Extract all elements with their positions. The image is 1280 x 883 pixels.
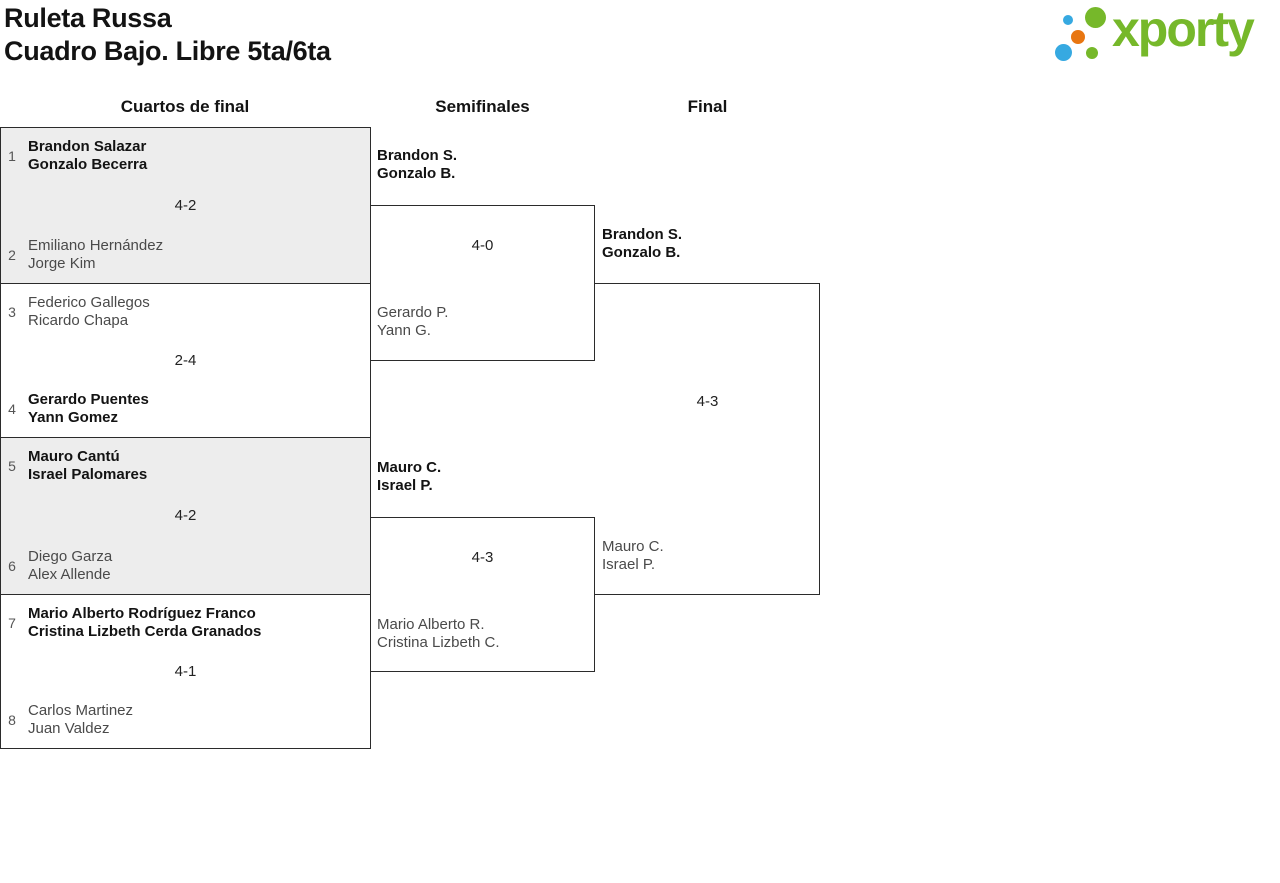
player-name: Alex Allende bbox=[28, 566, 111, 583]
logo-dot-green-large-icon bbox=[1085, 7, 1106, 28]
sf-match-2[interactable] bbox=[370, 517, 595, 672]
player-name: Gonzalo Becerra bbox=[28, 156, 148, 173]
seed-number: 1 bbox=[8, 148, 16, 164]
player-name: Cristina Lizbeth Cerda Granados bbox=[28, 623, 262, 640]
player-name: Mauro C. bbox=[602, 538, 664, 555]
player-name: Brandon Salazar bbox=[28, 138, 147, 155]
qf1-team-bottom: 2 Emiliano Hernández Jorge Kim bbox=[1, 237, 362, 273]
qf-match-1[interactable]: 1 Brandon Salazar Gonzalo Becerra 4-2 2 … bbox=[0, 127, 371, 284]
player-name: Emiliano Hernández bbox=[28, 237, 164, 254]
team-names: Brandon Salazar Gonzalo Becerra bbox=[28, 138, 147, 174]
sf1-match-score: 4-0 bbox=[471, 237, 494, 254]
qf-match-2[interactable]: 3 Federico Gallegos Ricardo Chapa 2-4 4 … bbox=[0, 283, 371, 438]
column-header-semifinals: Semifinales bbox=[435, 97, 530, 116]
match-score: 2-4 bbox=[174, 351, 197, 369]
qf3-team-bottom: 6 Diego Garza Alex Allende bbox=[1, 548, 362, 584]
column-header-quarterfinals: Cuartos de final bbox=[120, 97, 250, 116]
player-name: Gerardo P. bbox=[377, 304, 449, 321]
sf2-match-score: 4-3 bbox=[471, 549, 494, 566]
player-name: Israel Palomares bbox=[28, 466, 148, 483]
sf2-team-top-label: Mauro C. Israel P. bbox=[377, 459, 441, 495]
team-names: Mario Alberto Rodríguez Franco Cristina … bbox=[28, 605, 261, 641]
team-names: Gerardo Puentes Yann Gomez bbox=[28, 391, 149, 427]
sf1-team-bottom-label: Gerardo P. Yann G. bbox=[377, 304, 448, 340]
player-name: Ricardo Chapa bbox=[28, 312, 129, 329]
qf1-team-top: 1 Brandon Salazar Gonzalo Becerra bbox=[1, 138, 362, 174]
title-line-2: Cuadro Bajo. Libre 5ta/6ta bbox=[4, 36, 331, 66]
match-score: 4-2 bbox=[174, 196, 197, 214]
player-name: Yann Gomez bbox=[28, 409, 119, 426]
player-name: Mario Alberto R. bbox=[377, 616, 485, 633]
seed-number: 6 bbox=[8, 558, 16, 574]
qf3-team-top: 5 Mauro Cantú Israel Palomares bbox=[1, 448, 362, 484]
player-name: Federico Gallegos bbox=[28, 294, 150, 311]
qf-match-3[interactable]: 5 Mauro Cantú Israel Palomares 4-2 6 Die… bbox=[0, 437, 371, 595]
column-header-final: Final bbox=[687, 97, 728, 116]
qf2-team-bottom: 4 Gerardo Puentes Yann Gomez bbox=[1, 391, 362, 427]
team-names: Emiliano Hernández Jorge Kim bbox=[28, 237, 163, 273]
team-names: Diego Garza Alex Allende bbox=[28, 548, 112, 584]
logo-dot-blue-small-icon bbox=[1063, 15, 1073, 25]
player-name: Gonzalo B. bbox=[377, 165, 456, 182]
match-score: 4-2 bbox=[174, 507, 197, 524]
player-name: Diego Garza bbox=[28, 548, 113, 565]
player-name: Jorge Kim bbox=[28, 255, 96, 272]
team-names: Carlos Martinez Juan Valdez bbox=[28, 702, 133, 738]
team-names: Federico Gallegos Ricardo Chapa bbox=[28, 294, 150, 330]
qf2-team-top: 3 Federico Gallegos Ricardo Chapa bbox=[1, 294, 362, 330]
xporty-logo[interactable]: xporty bbox=[1050, 0, 1280, 72]
qf4-team-bottom: 8 Carlos Martinez Juan Valdez bbox=[1, 702, 362, 738]
final-match-score: 4-3 bbox=[696, 393, 719, 410]
match-score: 4-1 bbox=[174, 662, 197, 680]
player-name: Gerardo Puentes bbox=[28, 391, 149, 408]
player-name: Carlos Martinez bbox=[28, 702, 134, 719]
player-name: Israel P. bbox=[377, 477, 433, 494]
title-line-1: Ruleta Russa bbox=[4, 3, 172, 33]
logo-dot-orange-icon bbox=[1071, 30, 1085, 44]
page-title: Ruleta Russa Cuadro Bajo. Libre 5ta/6ta bbox=[4, 2, 331, 68]
player-name: Cristina Lizbeth C. bbox=[377, 634, 500, 651]
final-match[interactable] bbox=[595, 283, 820, 595]
seed-number: 3 bbox=[8, 304, 16, 320]
seed-number: 4 bbox=[8, 401, 16, 417]
logo-dot-blue-large-icon bbox=[1055, 44, 1072, 61]
player-name: Brandon S. bbox=[602, 226, 683, 243]
player-name: Israel P. bbox=[602, 556, 656, 573]
final-team-top-label: Brandon S. Gonzalo B. bbox=[602, 226, 682, 262]
player-name: Brandon S. bbox=[377, 147, 458, 164]
qf-match-4[interactable]: 7 Mario Alberto Rodríguez Franco Cristin… bbox=[0, 594, 371, 749]
final-team-bottom-label: Mauro C. Israel P. bbox=[602, 538, 664, 574]
sf-match-1[interactable] bbox=[370, 205, 595, 361]
logo-dot-green-small-icon bbox=[1086, 47, 1098, 59]
qf4-team-top: 7 Mario Alberto Rodríguez Franco Cristin… bbox=[1, 605, 362, 641]
seed-number: 5 bbox=[8, 458, 16, 474]
player-name: Mauro Cantú bbox=[28, 448, 120, 465]
sf1-team-top-label: Brandon S. Gonzalo B. bbox=[377, 147, 457, 183]
seed-number: 2 bbox=[8, 247, 16, 263]
logo-wordmark: xporty bbox=[1112, 1, 1255, 57]
player-name: Mauro C. bbox=[377, 459, 442, 476]
sf2-team-bottom-label: Mario Alberto R. Cristina Lizbeth C. bbox=[377, 616, 500, 652]
player-name: Mario Alberto Rodríguez Franco bbox=[28, 605, 256, 622]
player-name: Yann G. bbox=[377, 322, 431, 339]
player-name: Juan Valdez bbox=[28, 720, 110, 737]
player-name: Gonzalo B. bbox=[602, 244, 681, 261]
seed-number: 7 bbox=[8, 615, 16, 631]
team-names: Mauro Cantú Israel Palomares bbox=[28, 448, 147, 484]
seed-number: 8 bbox=[8, 712, 16, 728]
